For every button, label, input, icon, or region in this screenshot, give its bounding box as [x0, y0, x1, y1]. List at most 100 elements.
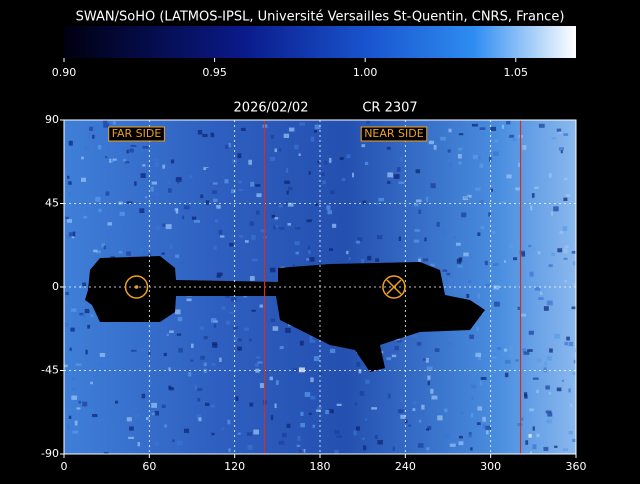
texture-cell: [124, 161, 130, 164]
texture-cell: [247, 445, 253, 450]
texture-cell: [256, 193, 262, 198]
texture-cell: [361, 437, 366, 440]
texture-cell: [235, 396, 239, 401]
texture-cell: [105, 156, 108, 159]
texture-cell: [424, 237, 427, 242]
texture-cell: [214, 218, 219, 223]
texture-cell: [466, 293, 470, 298]
texture-cell: [221, 427, 224, 430]
texture-cell: [109, 412, 115, 417]
texture-cell: [458, 257, 463, 262]
texture-cell: [168, 181, 171, 185]
texture-cell: [107, 222, 113, 226]
y-tick-label: 45: [45, 197, 59, 210]
texture-cell: [279, 227, 285, 230]
texture-cell: [162, 223, 166, 227]
texture-cell: [365, 379, 370, 384]
texture-cell: [82, 313, 86, 318]
texture-cell: [148, 351, 151, 355]
texture-cell: [558, 147, 564, 151]
texture-cell: [494, 301, 500, 307]
texture-cell: [259, 383, 265, 389]
texture-cell: [500, 201, 507, 204]
y-tick-label: 0: [52, 280, 59, 293]
texture-cell: [206, 167, 209, 171]
texture-cell: [563, 177, 568, 181]
texture-cell: [74, 420, 78, 426]
texture-cell: [490, 126, 497, 132]
texture-cell: [341, 178, 346, 182]
texture-cell: [107, 230, 113, 234]
texture-cell: [183, 428, 190, 433]
texture-cell: [211, 432, 215, 436]
texture-cell: [427, 375, 431, 380]
texture-cell: [99, 352, 106, 357]
texture-cell: [563, 133, 569, 136]
texture-cell: [319, 262, 322, 267]
texture-cell: [531, 193, 535, 198]
texture-cell: [89, 126, 94, 131]
texture-cell: [111, 158, 114, 163]
x-tick-label: 360: [566, 460, 587, 473]
texture-cell: [122, 185, 127, 190]
texture-cell: [396, 167, 401, 172]
texture-cell: [128, 436, 134, 440]
texture-cell: [64, 294, 67, 298]
texture-cell: [93, 249, 98, 253]
texture-cell: [478, 156, 481, 160]
texture-cell: [563, 257, 568, 260]
texture-cell: [426, 366, 433, 371]
texture-cell: [520, 313, 527, 317]
texture-cell: [166, 333, 169, 336]
texture-cell: [456, 242, 461, 246]
texture-cell: [283, 133, 290, 138]
texture-cell: [256, 210, 260, 215]
colorbar-tick-label: 0.90: [52, 66, 77, 79]
texture-cell: [416, 342, 422, 346]
texture-cell: [130, 349, 137, 352]
texture-cell: [294, 241, 300, 246]
texture-cell: [568, 341, 574, 347]
texture-cell: [97, 145, 102, 150]
texture-cell: [553, 206, 559, 212]
x-tick-label: 180: [310, 460, 331, 473]
texture-cell: [386, 146, 391, 150]
title: SWAN/SoHO (LATMOS-IPSL, Université Versa…: [76, 10, 565, 25]
texture-cell: [246, 432, 253, 436]
texture-cell: [309, 339, 316, 343]
texture-cell: [278, 440, 285, 445]
texture-cell: [521, 252, 526, 257]
texture-cell: [78, 400, 81, 404]
texture-cell: [101, 243, 106, 248]
texture-cell: [294, 227, 301, 230]
texture-cell: [484, 260, 489, 266]
texture-cell: [411, 334, 417, 338]
texture-cell: [64, 322, 69, 328]
texture-cell: [260, 229, 266, 233]
texture-cell: [326, 205, 331, 211]
texture-cell: [213, 323, 217, 328]
map-frame: [63, 119, 577, 455]
texture-cell: [458, 147, 463, 151]
texture-cell: [237, 153, 242, 159]
texture-cell: [397, 409, 404, 414]
texture-cell: [312, 424, 316, 428]
texture-cell: [67, 424, 71, 430]
texture-cell: [366, 120, 370, 124]
texture-cell: [545, 410, 552, 414]
texture-cell: [229, 242, 234, 247]
texture-cell: [90, 314, 94, 317]
texture-cell: [71, 376, 75, 381]
date: 2026/02/02: [234, 101, 309, 116]
position-cross: [386, 279, 402, 295]
texture-cell: [178, 348, 183, 353]
texture-cell: [573, 282, 576, 287]
texture-cell: [329, 190, 335, 195]
texture-cell: [532, 247, 535, 250]
texture-cell: [307, 245, 311, 250]
texture-cell: [105, 191, 110, 196]
texture-cell: [65, 216, 69, 220]
texture-cell: [434, 348, 440, 352]
texture-cell: [103, 452, 109, 454]
